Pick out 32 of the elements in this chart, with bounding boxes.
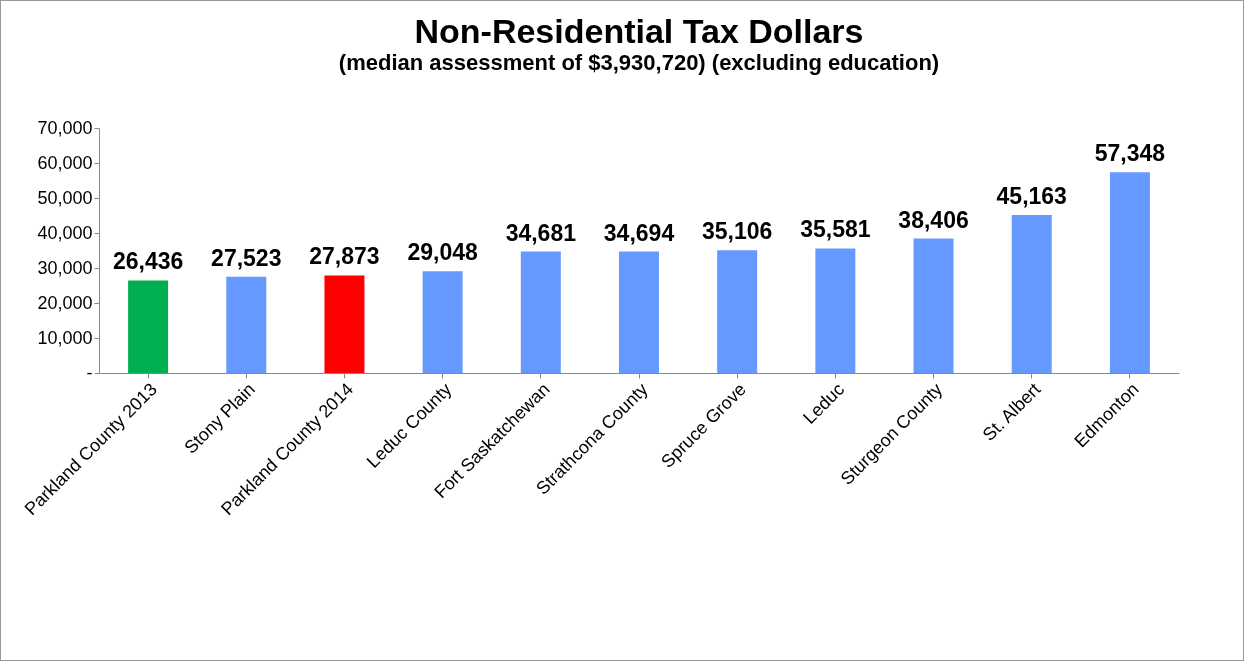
- y-tick-label: 20,000: [37, 292, 93, 313]
- chart-title: Non-Residential Tax Dollars: [414, 12, 864, 50]
- y-tick-label: 40,000: [37, 222, 93, 243]
- data-label: 34,694: [603, 219, 675, 246]
- bar: [1109, 172, 1150, 373]
- data-label: 26,436: [112, 248, 184, 275]
- data-label: 35,581: [800, 216, 871, 243]
- data-label: 34,681: [505, 219, 577, 246]
- bar: [913, 238, 954, 373]
- data-label: 35,106: [702, 218, 773, 245]
- bar: [815, 248, 856, 373]
- data-label: 27,523: [211, 244, 282, 271]
- data-label: 29,048: [407, 239, 479, 266]
- data-label: 38,406: [898, 206, 969, 233]
- data-label: 57,348: [1094, 140, 1166, 167]
- y-tick-label: -: [86, 362, 93, 383]
- y-tick-label: 30,000: [37, 257, 93, 278]
- y-tick-label: 50,000: [37, 187, 93, 208]
- bar: [619, 251, 659, 373]
- bar: [128, 280, 169, 373]
- data-label: 27,873: [309, 243, 380, 270]
- y-tick-label: 10,000: [37, 327, 93, 348]
- chart-subtitle: (median assessment of $3,930,720) (excluding education): [338, 50, 940, 75]
- y-tick-label: 70,000: [37, 117, 93, 138]
- bar: [1011, 214, 1052, 373]
- bar: [717, 250, 758, 373]
- bar: [226, 276, 267, 373]
- data-label: 45,163: [996, 182, 1067, 209]
- bar: [324, 275, 365, 373]
- bar: [422, 271, 463, 373]
- bar: [520, 251, 561, 373]
- y-tick-label: 60,000: [37, 152, 93, 173]
